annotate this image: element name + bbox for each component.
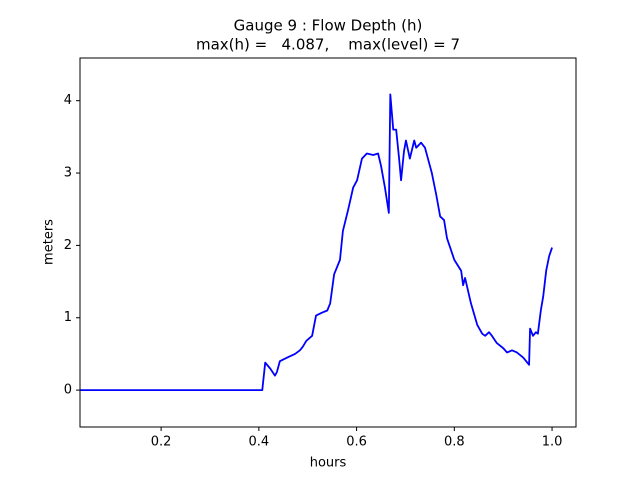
x-tick-label: 1.0 (542, 435, 563, 450)
x-tick-label: 0.2 (151, 435, 172, 450)
data-line (80, 93, 553, 391)
y-tick-label: 3 (64, 166, 72, 181)
y-tick-label: 2 (64, 238, 72, 253)
y-axis-label: meters (42, 219, 57, 265)
chart-title: Gauge 9 : Flow Depth (h) (234, 17, 423, 35)
chart-subtitle: max(h) = 4.087, max(level) = 7 (196, 36, 460, 54)
x-tick-label: 0.6 (346, 435, 367, 450)
plot-frame (79, 57, 577, 428)
x-tick-label: 0.4 (249, 435, 270, 450)
y-tick-label: 1 (64, 310, 72, 325)
y-tick-label: 0 (64, 383, 72, 398)
y-tick-label: 4 (64, 93, 72, 108)
x-axis-label: hours (310, 456, 347, 471)
x-tick-label: 0.8 (444, 435, 465, 450)
